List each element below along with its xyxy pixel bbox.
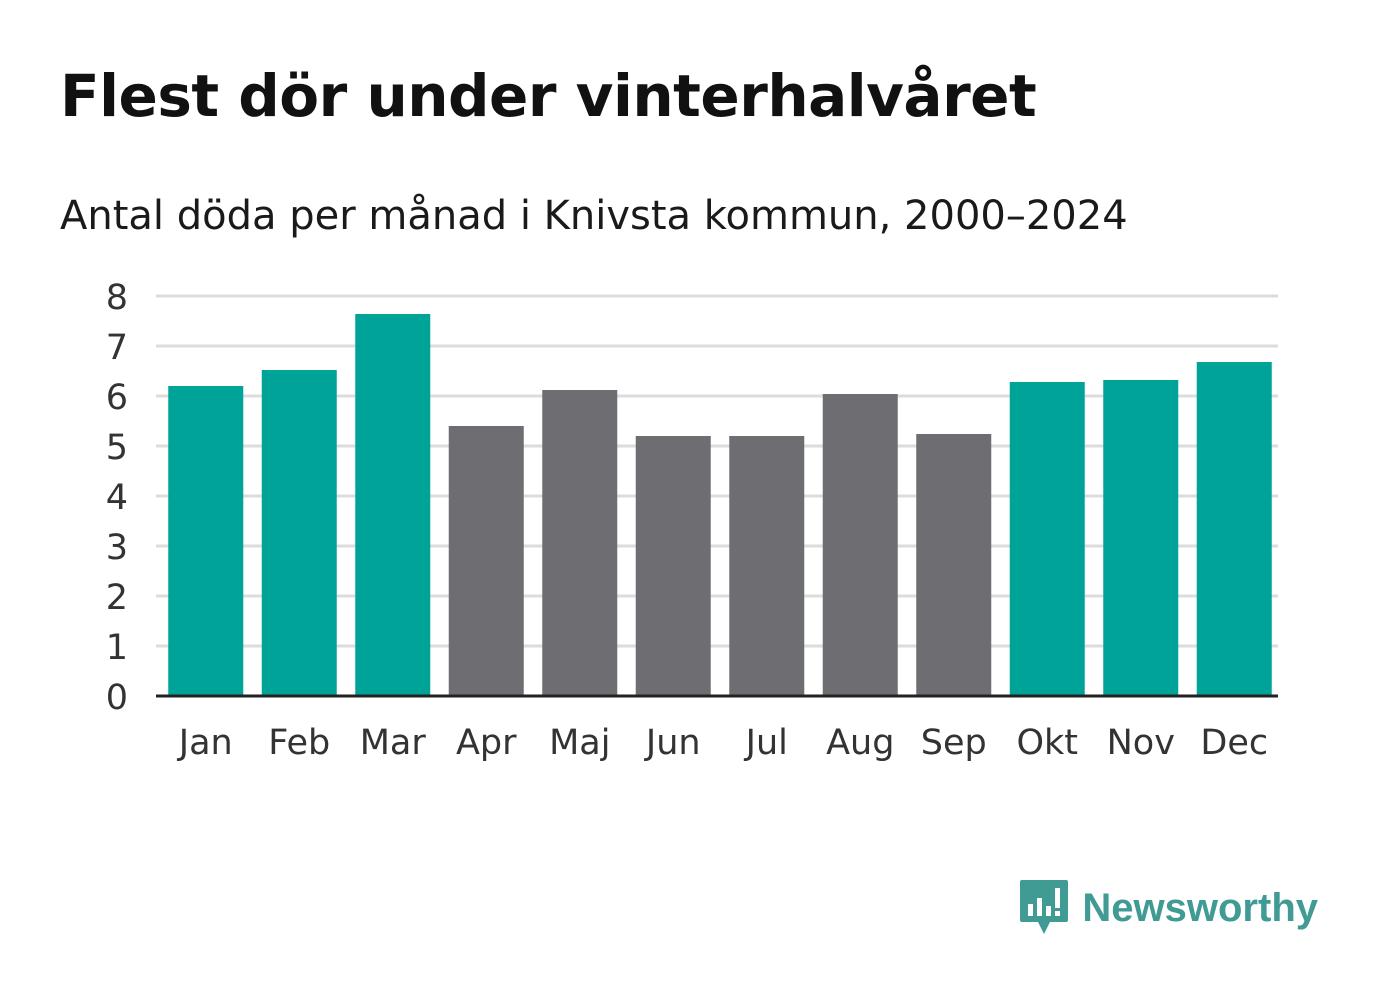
bar-maj — [542, 390, 618, 696]
chart-title: Flest dör under vinterhalvåret — [60, 62, 1037, 130]
bar-dec — [1196, 362, 1272, 696]
bar-feb — [261, 370, 337, 696]
x-tick-label: Apr — [456, 723, 517, 763]
y-tick-label: 6 — [106, 378, 128, 418]
y-tick-label: 8 — [106, 278, 128, 318]
newsworthy-chart-bubble-icon — [1020, 880, 1069, 934]
y-tick-label: 3 — [106, 528, 128, 568]
y-axis-ticks: 0 1 2 3 4 5 6 7 8 — [106, 278, 128, 718]
brand-name: Newsworthy — [1082, 885, 1318, 930]
x-tick-label: Dec — [1200, 723, 1268, 763]
bar-mar — [355, 314, 431, 696]
y-tick-label: 4 — [106, 478, 128, 518]
x-tick-label: Nov — [1107, 723, 1175, 763]
bar-apr — [448, 426, 524, 696]
x-tick-label: Okt — [1016, 723, 1078, 763]
y-tick-label: 1 — [106, 628, 128, 668]
bar-aug — [822, 394, 898, 696]
x-tick-label: Jan — [177, 723, 233, 763]
chart-subtitle: Antal döda per månad i Knivsta kommun, 2… — [60, 193, 1128, 239]
bar-jul — [729, 436, 805, 696]
y-tick-label: 0 — [106, 678, 128, 718]
grid-lines — [156, 294, 1278, 648]
x-axis-ticks: Jan Feb Mar Apr Maj Jun Jul Aug Sep Okt Nov Dec — [177, 723, 1268, 763]
x-tick-label: Maj — [549, 723, 610, 763]
x-tick-label: Sep — [921, 723, 987, 763]
x-tick-label: Aug — [826, 723, 894, 763]
bar-jan — [168, 386, 244, 696]
newsworthy-logo: Newsworthy — [1018, 878, 1318, 938]
x-tick-label: Jun — [644, 723, 701, 763]
bars — [168, 314, 1272, 696]
y-tick-label: 5 — [106, 428, 128, 468]
bar-sep — [916, 434, 992, 696]
bar-jun — [635, 436, 711, 696]
x-tick-label: Feb — [268, 723, 330, 763]
y-tick-label: 2 — [106, 578, 128, 618]
bar-okt — [1009, 382, 1085, 696]
y-tick-label: 7 — [106, 328, 128, 368]
bar-nov — [1103, 380, 1179, 696]
x-tick-label: Jul — [744, 723, 788, 763]
x-tick-label: Mar — [360, 723, 427, 763]
